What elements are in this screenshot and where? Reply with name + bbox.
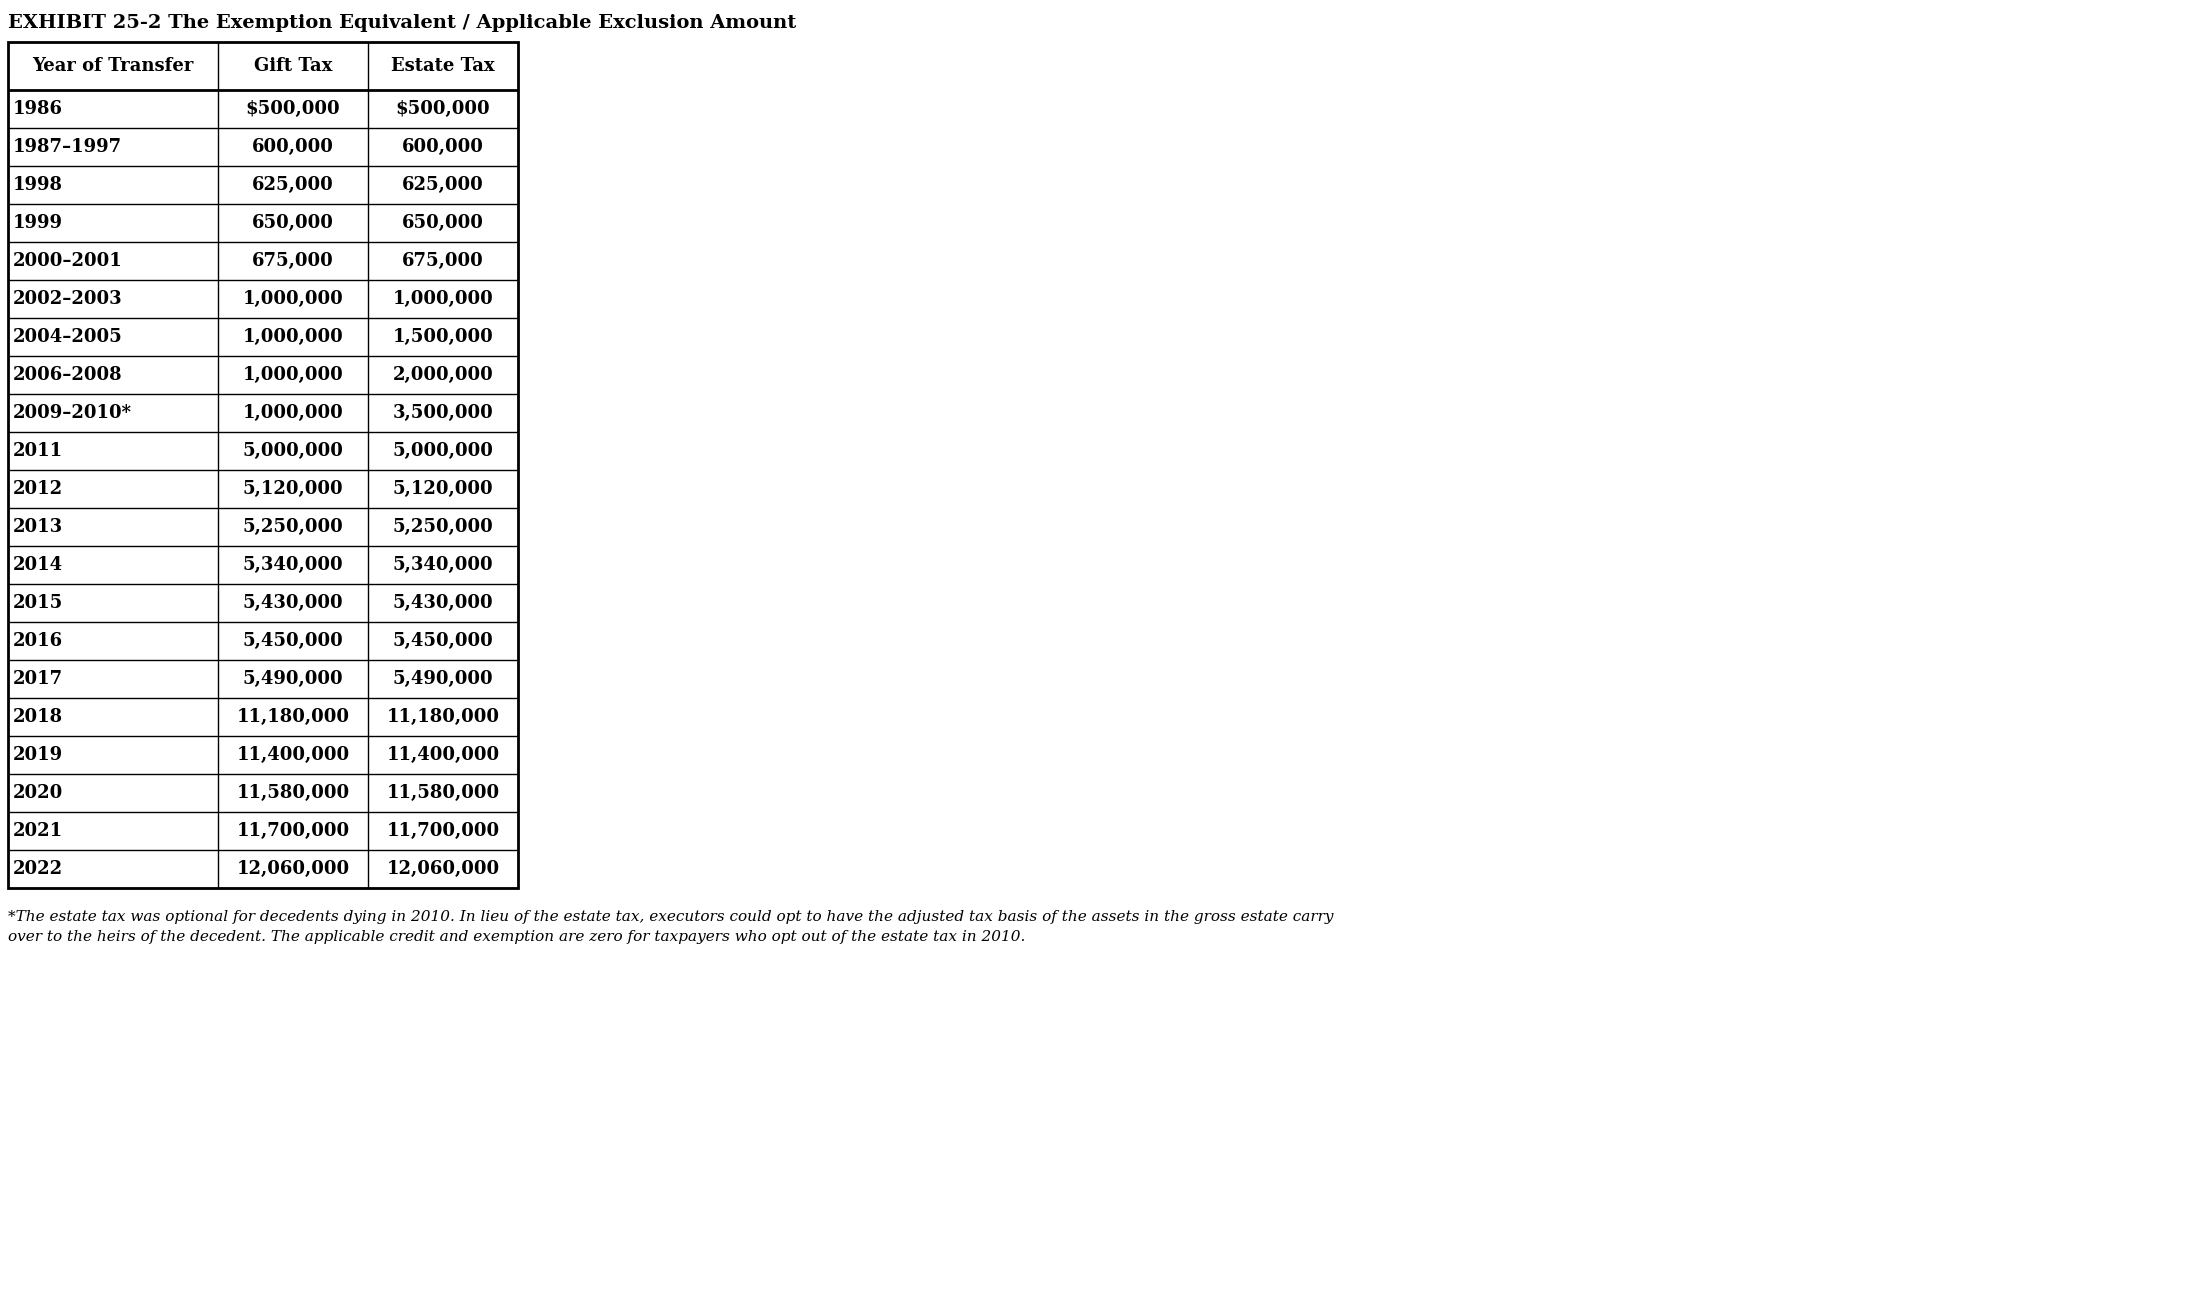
Text: 650,000: 650,000 [402,214,484,232]
Text: 625,000: 625,000 [253,176,334,194]
Text: 12,060,000: 12,060,000 [387,861,499,878]
Text: 1987–1997: 1987–1997 [13,138,123,156]
Text: 650,000: 650,000 [253,214,334,232]
Bar [9,42,519,888]
Text: *The estate tax was optional for decedents dying in 2010. In lieu of the estate : *The estate tax was optional for deceden… [9,910,1334,924]
Text: Gift Tax: Gift Tax [253,57,332,76]
Text: 1998: 1998 [13,176,64,194]
Text: 2020: 2020 [13,784,64,802]
Text: 2011: 2011 [13,441,64,460]
Text: 2018: 2018 [13,708,64,727]
Text: 5,490,000: 5,490,000 [242,671,343,687]
Text: 11,700,000: 11,700,000 [237,822,349,840]
Text: over to the heirs of the decedent. The applicable credit and exemption are zero : over to the heirs of the decedent. The a… [9,930,1026,944]
Text: 5,340,000: 5,340,000 [242,556,343,574]
Text: 2000–2001: 2000–2001 [13,253,123,270]
Text: $500,000: $500,000 [396,100,490,118]
Text: 2006–2008: 2006–2008 [13,366,123,384]
Text: EXHIBIT 25-2 The Exemption Equivalent / Applicable Exclusion Amount: EXHIBIT 25-2 The Exemption Equivalent / … [9,14,796,33]
Text: 2021: 2021 [13,822,64,840]
Text: 2004–2005: 2004–2005 [13,328,123,346]
Text: 5,120,000: 5,120,000 [242,480,343,497]
Text: 2,000,000: 2,000,000 [393,366,492,384]
Text: 2012: 2012 [13,480,64,497]
Text: 625,000: 625,000 [402,176,484,194]
Text: 5,250,000: 5,250,000 [393,518,492,536]
Text: 3,500,000: 3,500,000 [393,404,492,422]
Text: 11,180,000: 11,180,000 [387,708,499,727]
Text: 2015: 2015 [13,594,64,612]
Text: 5,250,000: 5,250,000 [242,518,343,536]
Text: 11,400,000: 11,400,000 [387,746,499,764]
Text: 1986: 1986 [13,100,64,118]
Text: 675,000: 675,000 [253,253,334,270]
Text: 11,700,000: 11,700,000 [387,822,499,840]
Text: 11,180,000: 11,180,000 [237,708,349,727]
Text: 5,120,000: 5,120,000 [393,480,492,497]
Text: 1999: 1999 [13,214,64,232]
Text: 11,580,000: 11,580,000 [237,784,349,802]
Text: Year of Transfer: Year of Transfer [33,57,193,76]
Text: 2013: 2013 [13,518,64,536]
Text: 600,000: 600,000 [402,138,484,156]
Text: Estate Tax: Estate Tax [391,57,495,76]
Text: 11,580,000: 11,580,000 [387,784,499,802]
Text: 2017: 2017 [13,671,64,687]
Text: 1,000,000: 1,000,000 [242,366,343,384]
Text: 2014: 2014 [13,556,64,574]
Text: 12,060,000: 12,060,000 [237,861,349,878]
Text: 600,000: 600,000 [253,138,334,156]
Text: 5,430,000: 5,430,000 [242,594,343,612]
Text: 1,000,000: 1,000,000 [393,290,492,309]
Text: $500,000: $500,000 [246,100,341,118]
Text: 2019: 2019 [13,746,64,764]
Text: 1,000,000: 1,000,000 [242,328,343,346]
Text: 1,000,000: 1,000,000 [242,290,343,309]
Text: 2022: 2022 [13,861,64,878]
Text: 5,430,000: 5,430,000 [393,594,492,612]
Text: 2016: 2016 [13,631,64,650]
Text: 2002–2003: 2002–2003 [13,290,123,309]
Text: 2009–2010*: 2009–2010* [13,404,132,422]
Text: 5,450,000: 5,450,000 [393,631,492,650]
Text: 5,450,000: 5,450,000 [242,631,343,650]
Text: 5,000,000: 5,000,000 [242,441,343,460]
Text: 5,490,000: 5,490,000 [393,671,492,687]
Text: 675,000: 675,000 [402,253,484,270]
Text: 11,400,000: 11,400,000 [237,746,349,764]
Text: 5,340,000: 5,340,000 [393,556,492,574]
Text: 1,000,000: 1,000,000 [242,404,343,422]
Text: 5,000,000: 5,000,000 [393,441,492,460]
Text: 1,500,000: 1,500,000 [393,328,492,346]
